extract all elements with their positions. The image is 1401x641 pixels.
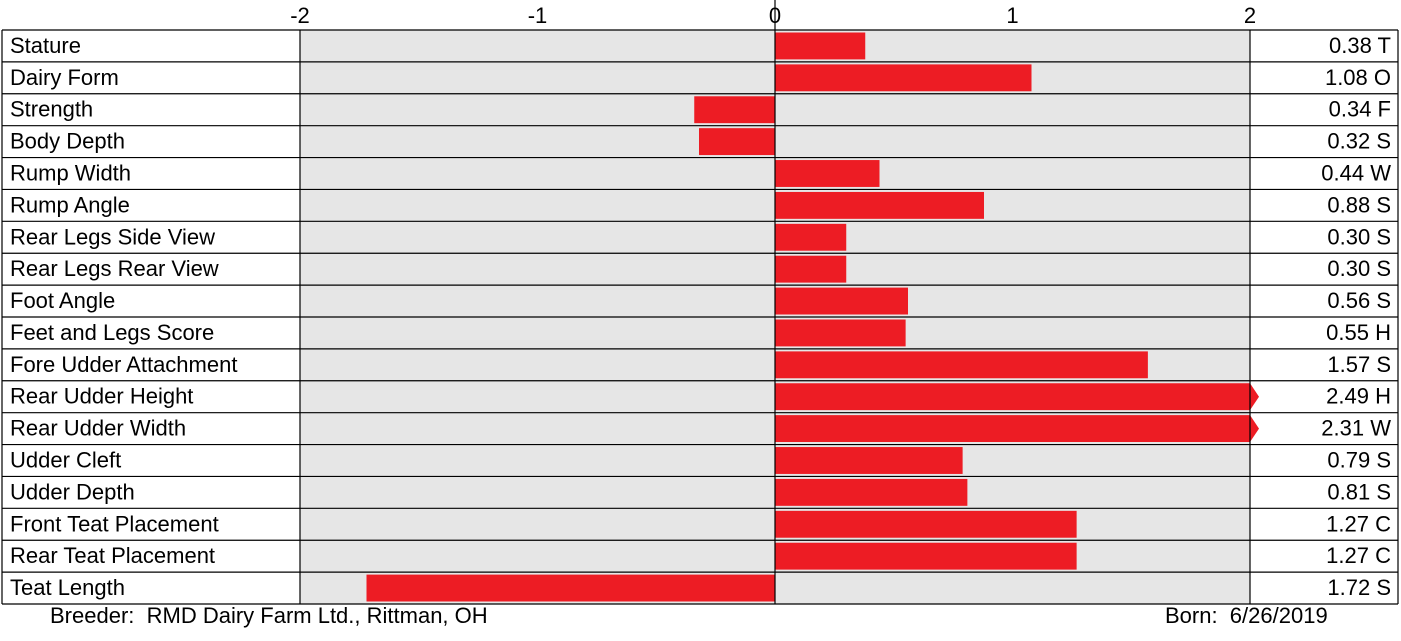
- category-label: Rear Teat Placement: [10, 543, 215, 568]
- value-label: 0.88 S: [1327, 192, 1391, 217]
- value-label: 0.30 S: [1327, 224, 1391, 249]
- x-tick-label: -2: [290, 3, 310, 28]
- bar: [775, 542, 1077, 570]
- bar: [775, 255, 847, 283]
- bar: [775, 447, 963, 474]
- category-label: Feet and Legs Score: [10, 320, 214, 345]
- value-label: 0.32 S: [1327, 129, 1391, 154]
- breeder-text: Breeder: RMD Dairy Farm Ltd., Rittman, O…: [50, 603, 488, 628]
- category-label: Udder Cleft: [10, 448, 121, 473]
- bar: [775, 415, 1259, 443]
- category-label: Rear Udder Height: [10, 384, 193, 409]
- value-label: 1.08 O: [1325, 65, 1391, 90]
- bar: [775, 383, 1259, 411]
- category-label: Fore Udder Attachment: [10, 352, 237, 377]
- value-label: 2.31 W: [1321, 416, 1391, 441]
- x-tick-label: -1: [528, 3, 548, 28]
- x-tick-label: 1: [1006, 3, 1018, 28]
- category-label: Rear Legs Rear View: [10, 256, 219, 281]
- category-label: Strength: [10, 97, 93, 122]
- value-label: 1.72 S: [1327, 575, 1391, 600]
- value-label: 0.79 S: [1327, 448, 1391, 473]
- bar: [694, 96, 775, 124]
- value-label: 0.34 F: [1329, 97, 1391, 122]
- bar: [775, 510, 1077, 538]
- category-label: Teat Length: [10, 575, 125, 600]
- value-label: 0.30 S: [1327, 256, 1391, 281]
- category-label: Stature: [10, 33, 81, 58]
- value-label: 0.56 S: [1327, 288, 1391, 313]
- category-label: Foot Angle: [10, 288, 115, 313]
- x-tick-label: 2: [1244, 3, 1256, 28]
- value-label: 1.27 C: [1326, 511, 1391, 536]
- born-date-text: Born: 6/26/2019: [1165, 603, 1328, 628]
- bar: [775, 32, 866, 60]
- category-label: Rear Legs Side View: [10, 224, 215, 249]
- value-label: 0.55 H: [1326, 320, 1391, 345]
- bar: [775, 160, 880, 187]
- x-tick-label: 0: [769, 3, 781, 28]
- value-label: 0.38 T: [1329, 33, 1391, 58]
- category-label: Body Depth: [10, 129, 125, 154]
- bar: [699, 128, 775, 156]
- bar: [775, 287, 908, 315]
- bar: [775, 319, 906, 347]
- value-label: 1.27 C: [1326, 543, 1391, 568]
- value-label: 0.81 S: [1327, 479, 1391, 504]
- category-label: Rump Width: [10, 161, 131, 186]
- value-label: 1.57 S: [1327, 352, 1391, 377]
- value-label: 0.44 W: [1321, 161, 1391, 186]
- bar: [775, 191, 984, 219]
- category-label: Rump Angle: [10, 192, 130, 217]
- category-label: Dairy Form: [10, 65, 119, 90]
- bar: [775, 223, 847, 251]
- category-label: Udder Depth: [10, 479, 135, 504]
- bar: [366, 574, 775, 602]
- category-label: Rear Udder Width: [10, 416, 186, 441]
- value-label: 2.49 H: [1326, 384, 1391, 409]
- category-label: Front Teat Placement: [10, 511, 219, 536]
- bar: [775, 478, 968, 506]
- bar: [775, 351, 1148, 379]
- bar: [775, 64, 1032, 92]
